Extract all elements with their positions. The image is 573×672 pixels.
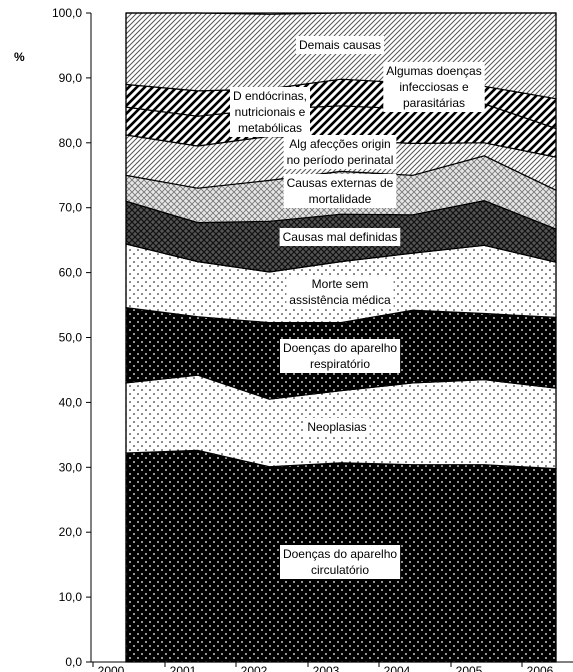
series-label-4: Causas mal definidas — [279, 228, 401, 246]
x-tick-label: 2005 — [456, 664, 483, 672]
series-label-2: Doenças do aparelho respiratório — [280, 339, 401, 373]
y-tick-label: 20,0 — [59, 525, 83, 539]
series-label-text: Neoplasias — [307, 420, 366, 434]
series-label-bg — [283, 174, 397, 208]
x-tick-label: 2006 — [527, 664, 554, 672]
series-label-text: infecciosas e — [399, 80, 469, 94]
x-tick-label: 2003 — [313, 664, 340, 672]
series-labels: Doenças do aparelho circulatório Neoplasia… — [230, 36, 485, 579]
series-label-text: metabólicas — [238, 121, 302, 135]
x-tick-label: 2002 — [241, 664, 268, 672]
series-label-text: Alg afecções origin — [289, 137, 390, 151]
y-tick-label: 0,0 — [65, 655, 82, 669]
series-label-bg — [286, 275, 394, 309]
series-label-bg — [279, 228, 401, 246]
series-label-text: Doenças do aparelho — [283, 547, 397, 561]
y-axis-unit: % — [14, 50, 25, 64]
series-label-text: D endócrinas, — [233, 89, 307, 103]
series-label-bg — [283, 135, 397, 169]
y-tick-label: 70,0 — [59, 201, 83, 215]
series-label-text: respiratório — [310, 357, 370, 371]
series-label-6: Alg afecções origin no período perinatal — [283, 135, 397, 169]
x-tick-label: 2000 — [98, 664, 125, 672]
series-label-bg — [280, 339, 401, 373]
y-tick-label: 100,0 — [52, 6, 82, 20]
series-label-8: Algumas doenças infecciosas e parasitárias — [383, 62, 485, 112]
series-label-0: Doenças do aparelho circulatório — [280, 545, 401, 579]
y-tick-label: 40,0 — [59, 395, 83, 409]
x-axis-ticks: 2000 2001 2002 2003 2004 2005 2006 — [92, 662, 554, 672]
series-label-text: Morte sem — [312, 277, 369, 291]
series-label-text: parasitárias — [403, 96, 465, 110]
series-label-text: Demais causas — [299, 38, 381, 52]
series-label-bg — [230, 87, 310, 137]
series-label-7: D endócrinas, nutricionais e metabólicas — [230, 87, 310, 137]
series-label-text: assistência médica — [289, 293, 391, 307]
x-tick-label: 2001 — [170, 664, 197, 672]
series-label-text: Causas externas de — [287, 176, 394, 190]
series-label-bg — [304, 418, 370, 436]
series-label-1: Neoplasias — [304, 418, 370, 436]
series-label-text: no período perinatal — [287, 153, 394, 167]
x-tick-label: 2004 — [384, 664, 411, 672]
y-tick-label: 10,0 — [59, 590, 83, 604]
series-label-bg — [383, 62, 485, 112]
y-axis-ticks: 0,0 10,0 20,0 30,0 40,0 50,0 60,0 70,0 80,0 90,0 1… — [52, 6, 91, 669]
series-label-5: Causas externas de mortalidade — [283, 174, 397, 208]
series-label-text: circulatório — [311, 563, 369, 577]
series-label-text: Causas mal definidas — [283, 230, 398, 244]
y-tick-label: 90,0 — [59, 71, 83, 85]
series-label-9: Demais causas — [296, 36, 384, 54]
y-tick-label: 60,0 — [59, 266, 83, 280]
series-label-text: Algumas doenças — [386, 64, 481, 78]
series-label-bg — [280, 545, 401, 579]
y-tick-label: 80,0 — [59, 136, 83, 150]
series-label-text: nutricionais e — [235, 105, 306, 119]
series-label-bg — [296, 36, 384, 54]
series-label-text: mortalidade — [309, 192, 372, 206]
y-tick-label: 50,0 — [59, 331, 83, 345]
series-label-3: Morte sem assistência médica — [286, 275, 394, 309]
y-tick-label: 30,0 — [59, 460, 83, 474]
series-label-text: Doenças do aparelho — [283, 341, 397, 355]
